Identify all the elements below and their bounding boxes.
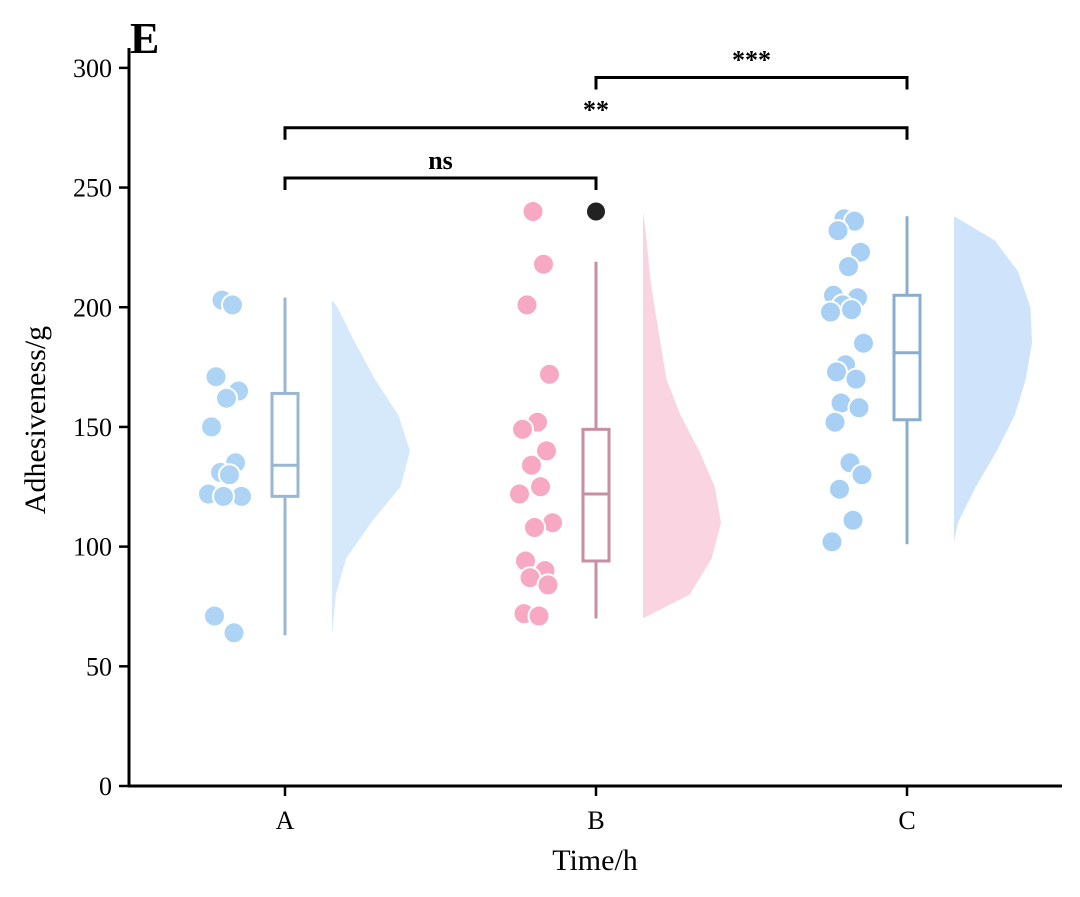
violin-c	[954, 216, 1032, 542]
data-point	[221, 293, 244, 317]
data-point	[222, 621, 246, 645]
x-axis-title: Time/h	[552, 844, 638, 877]
data-point	[820, 530, 844, 554]
group-a	[197, 288, 410, 645]
data-point	[840, 298, 863, 322]
y-axis-title: Adhesiveness/g	[19, 326, 52, 514]
significance-bracket: **	[283, 96, 909, 140]
y-tick-label: 100	[73, 533, 112, 562]
data-point	[826, 219, 850, 243]
data-point	[536, 573, 560, 597]
box-iqr	[892, 293, 922, 422]
group-c	[819, 207, 1032, 554]
panel-label: E	[130, 14, 159, 63]
violin-b	[643, 211, 721, 619]
data-point	[200, 415, 223, 439]
significance-brackets: ns*****	[283, 45, 909, 190]
x-tick-label: B	[587, 806, 604, 835]
group-b	[508, 200, 721, 628]
data-point	[520, 453, 543, 477]
y-tick-label: 50	[86, 652, 112, 681]
data-point	[521, 200, 545, 223]
y-axis: 0 50 100 150 200 250 300	[73, 48, 131, 801]
significance-bracket: ***	[594, 45, 909, 90]
significance-label: **	[583, 96, 609, 125]
data-point	[532, 252, 555, 276]
bracket-line	[283, 176, 598, 190]
y-tick-label: 150	[73, 413, 112, 442]
y-tick-label: 200	[73, 293, 112, 322]
data-point	[538, 362, 561, 386]
bracket-line	[594, 75, 909, 90]
data-point	[511, 417, 534, 441]
plot-area	[197, 200, 1032, 645]
data-point	[847, 396, 871, 420]
data-point	[819, 300, 842, 324]
data-point	[218, 463, 241, 487]
x-axis: A B C	[128, 784, 1062, 835]
violin-a	[332, 300, 410, 636]
y-tick-label: 250	[73, 174, 112, 203]
data-point	[841, 508, 865, 532]
data-point	[508, 482, 531, 506]
data-point	[515, 293, 539, 317]
significance-label: ns	[428, 146, 453, 175]
data-point	[527, 604, 551, 628]
data-point	[215, 386, 238, 410]
data-point	[535, 439, 558, 463]
y-tick-label: 300	[73, 54, 112, 83]
data-point	[203, 604, 226, 628]
significance-label: ***	[732, 45, 771, 74]
data-point	[850, 463, 874, 487]
data-point	[523, 516, 546, 539]
box-iqr	[270, 391, 300, 498]
data-point	[212, 484, 235, 508]
outlier-point	[587, 202, 605, 221]
data-point	[837, 255, 860, 279]
x-tick-label: C	[898, 806, 915, 835]
data-point	[828, 477, 851, 501]
significance-bracket: ns	[283, 146, 598, 190]
data-point	[852, 331, 875, 355]
bracket-line	[283, 126, 909, 140]
x-tick-label: A	[276, 806, 295, 835]
data-point	[204, 365, 228, 389]
data-point	[823, 410, 847, 434]
y-tick-label: 0	[99, 772, 112, 801]
data-point	[825, 360, 848, 384]
data-point	[529, 475, 552, 499]
data-point	[844, 367, 868, 391]
